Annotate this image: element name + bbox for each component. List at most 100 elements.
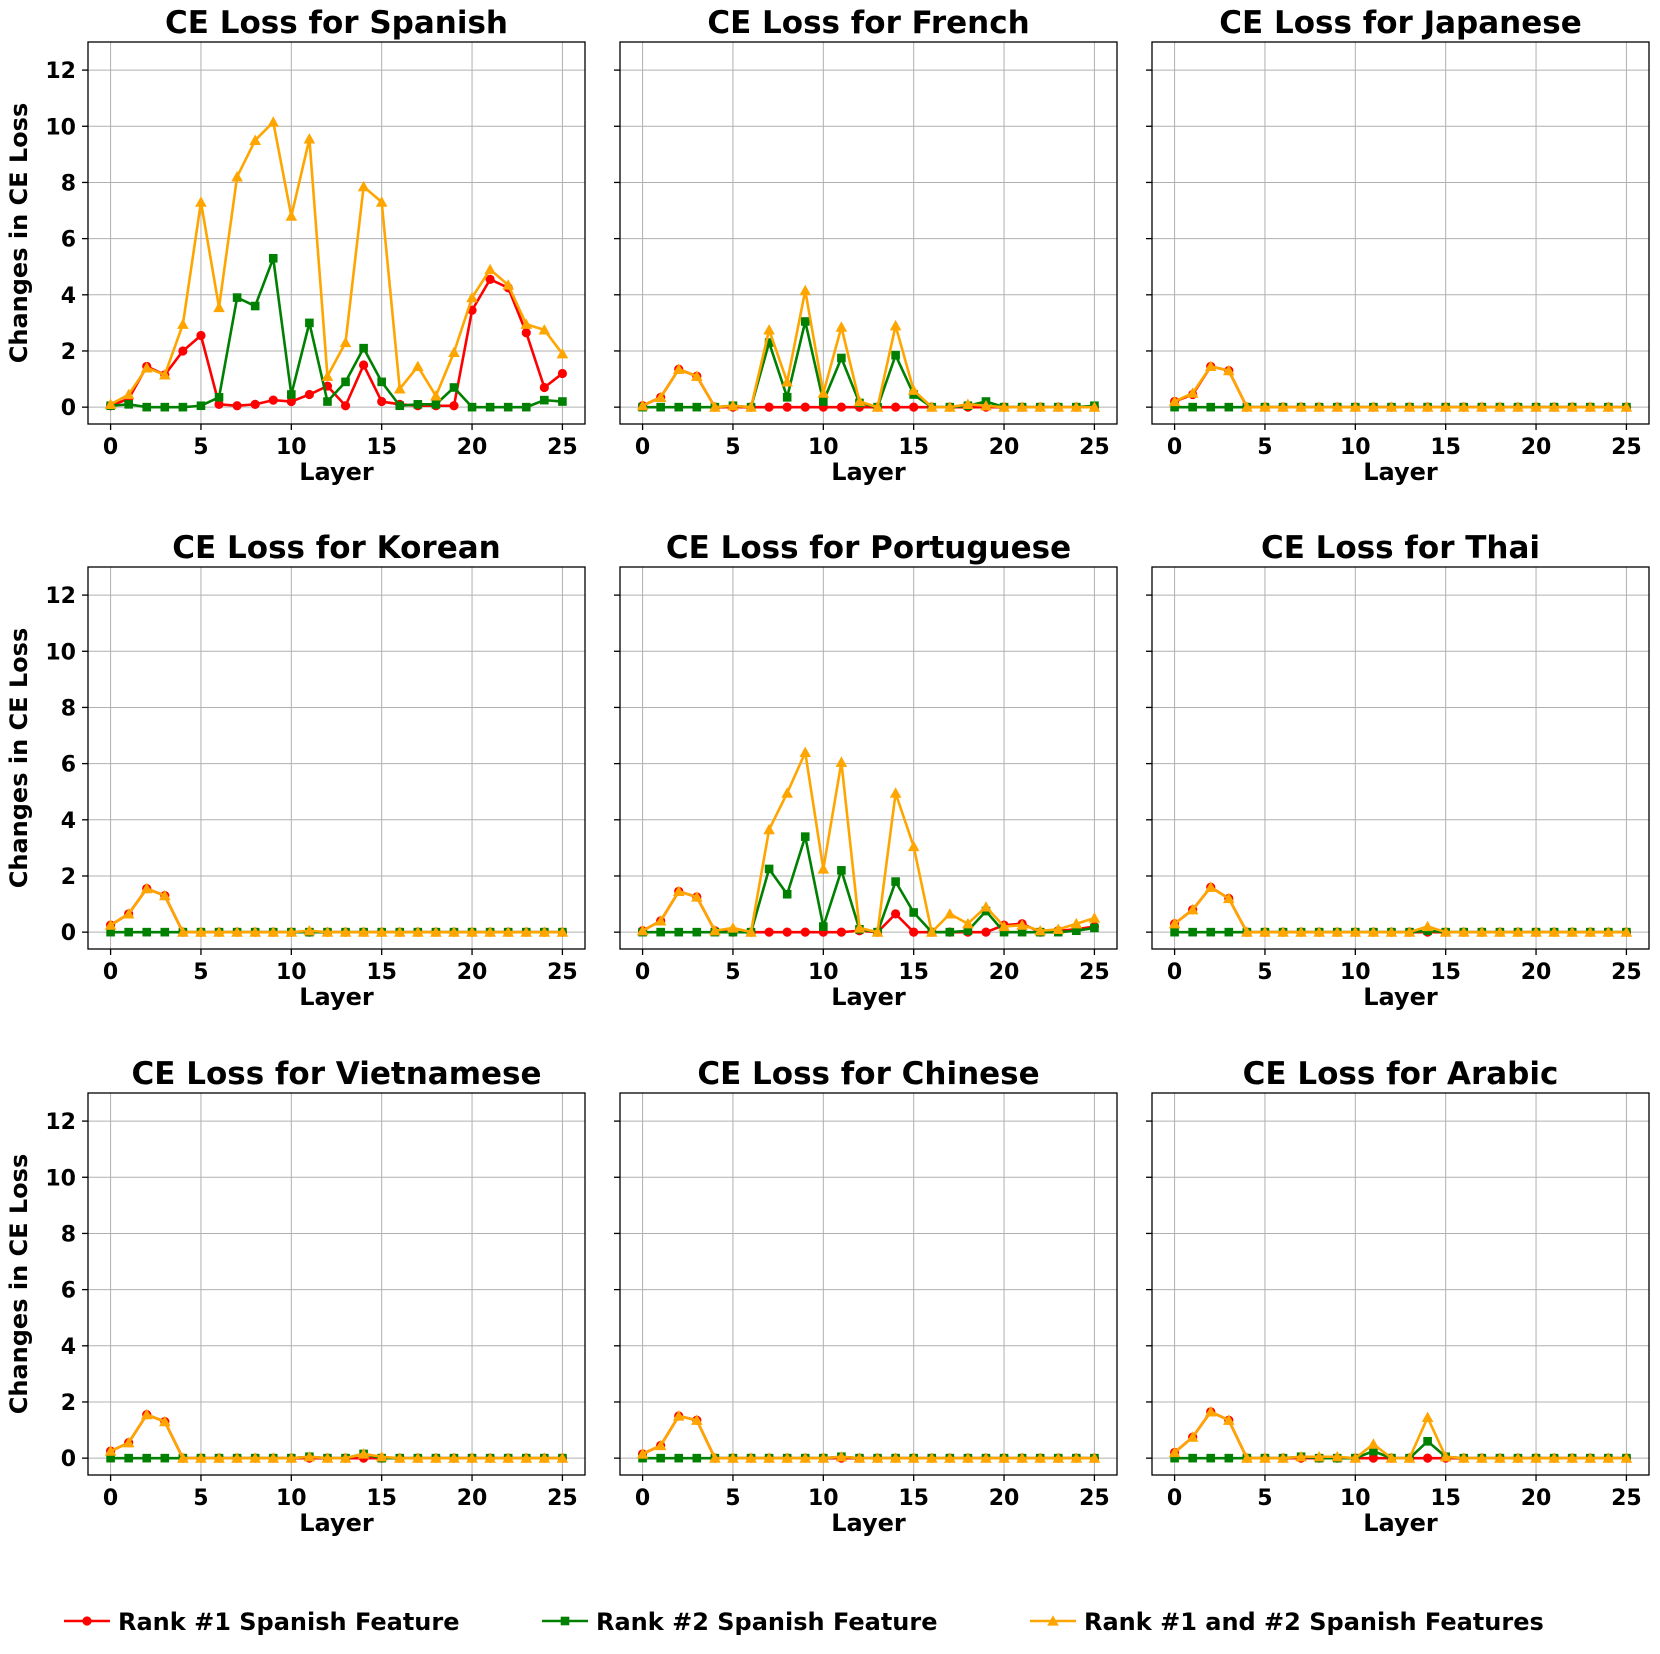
data-point-series-3 (1277, 926, 1289, 937)
data-point-series-2 (674, 1453, 684, 1463)
panel-title: CE Loss for Japanese (1219, 5, 1581, 41)
data-point-series-2 (305, 318, 314, 328)
x-tick-label: 10 (276, 960, 307, 985)
y-tick-label: 6 (61, 228, 76, 253)
x-tick-label: 25 (547, 435, 578, 460)
data-point-series-3 (998, 1452, 1010, 1463)
data-point-series-3 (1584, 401, 1597, 412)
data-point-series-1 (800, 927, 810, 937)
data-point-series-3 (853, 395, 866, 407)
data-point-series-3 (1331, 401, 1344, 412)
data-point-series-1 (782, 402, 792, 412)
data-point-series-3 (781, 376, 793, 387)
data-point-series-2 (692, 927, 702, 937)
data-point-series-3 (357, 180, 370, 192)
data-point-series-3 (1349, 401, 1362, 412)
data-point-series-3 (1457, 1452, 1470, 1463)
x-tick-label: 10 (1340, 435, 1371, 460)
data-point-series-2 (656, 927, 665, 937)
data-point-series-3 (944, 1452, 956, 1463)
data-point-series-3 (1331, 926, 1344, 937)
plot-frame (1151, 566, 1650, 950)
data-point-series-3 (1331, 1450, 1344, 1462)
data-point-series-2 (837, 866, 846, 875)
x-tick-label: 10 (1340, 960, 1371, 985)
y-tick-label: 12 (45, 584, 76, 609)
panel-3: 0 5 10 15 20 25 CE Loss for Japanese Layer (1146, 5, 1650, 486)
x-tick-label: 0 (1167, 960, 1182, 985)
data-point-series-1 (836, 927, 846, 937)
data-point-series-2 (1224, 402, 1234, 412)
data-point-series-2 (359, 343, 368, 353)
x-tick-label: 15 (366, 435, 397, 460)
panel-title: CE Loss for Vietnamese (131, 1056, 541, 1092)
plot-frame (87, 1092, 586, 1476)
data-point-series-3 (1034, 401, 1046, 412)
data-point-series-3 (636, 1448, 649, 1459)
data-point-series-3 (1602, 401, 1615, 412)
data-point-series-3 (1548, 1452, 1560, 1463)
plot-frame (619, 41, 1118, 425)
data-point-series-3 (267, 926, 280, 937)
y-tick-label: 4 (61, 1335, 76, 1360)
data-point-series-2 (160, 1453, 170, 1463)
data-point-series-3 (1223, 1414, 1235, 1425)
data-point-series-3 (763, 823, 775, 835)
data-point-series-3 (799, 1452, 812, 1463)
plot-frame (87, 41, 586, 425)
data-point-series-2 (1206, 402, 1216, 412)
panel-9: 0 5 10 15 20 25 CE Loss for Arabic Layer (1146, 1056, 1650, 1537)
data-point-series-3 (159, 1415, 171, 1427)
data-point-series-3 (502, 926, 514, 937)
x-tick-label: 20 (989, 1486, 1020, 1511)
data-point-series-3 (654, 915, 667, 926)
data-point-series-3 (538, 926, 551, 937)
x-tick-label: 5 (193, 1486, 208, 1511)
data-point-series-3 (339, 926, 352, 937)
data-point-series-2 (503, 402, 513, 412)
data-point-series-3 (925, 926, 938, 937)
x-axis-label: Layer (831, 983, 906, 1011)
x-tick-label: 5 (725, 435, 740, 460)
data-point-series-3 (962, 917, 974, 929)
data-point-series-3 (817, 387, 830, 398)
data-point-series-3 (1052, 923, 1065, 934)
data-point-series-2 (323, 397, 332, 406)
data-point-series-1 (909, 402, 919, 412)
data-point-series-3 (1295, 926, 1307, 937)
data-point-series-3 (1016, 401, 1028, 412)
data-point-series-2 (232, 293, 242, 302)
data-point-series-3 (1421, 920, 1434, 932)
data-point-series-3 (448, 926, 460, 937)
plot-frame (619, 566, 1118, 950)
x-axis-label: Layer (299, 458, 374, 486)
data-point-series-3 (448, 346, 460, 358)
data-point-series-2 (999, 927, 1009, 937)
data-point-series-2 (106, 1453, 115, 1463)
data-point-series-3 (1034, 1452, 1046, 1463)
data-point-series-3 (835, 321, 848, 332)
data-point-series-3 (1403, 926, 1416, 937)
data-point-series-3 (1241, 1452, 1253, 1463)
data-point-series-2 (1188, 402, 1197, 412)
x-tick-label: 20 (457, 960, 488, 985)
x-tick-label: 20 (1521, 1486, 1552, 1511)
data-point-series-2 (945, 927, 955, 937)
data-point-series-3 (1168, 1446, 1181, 1458)
data-point-series-3 (1530, 401, 1542, 412)
data-point-series-2 (909, 908, 918, 917)
data-point-series-1 (909, 927, 919, 937)
x-tick-label: 15 (898, 435, 929, 460)
data-point-series-2 (124, 1453, 133, 1463)
data-point-series-3 (636, 399, 649, 411)
data-point-series-1 (891, 909, 901, 919)
data-point-series-2 (782, 393, 792, 402)
panel-1: 0 5 10 15 20 25 0 2 4 6 8 10 12 CE Loss for Spanish La… (5, 5, 586, 486)
data-point-series-1 (449, 401, 459, 411)
x-axis-label: Layer (299, 983, 374, 1011)
data-point-series-3 (267, 116, 280, 127)
data-point-series-3 (889, 787, 902, 798)
data-point-series-3 (285, 210, 298, 221)
x-tick-label: 5 (1257, 435, 1272, 460)
data-point-series-3 (763, 324, 775, 335)
